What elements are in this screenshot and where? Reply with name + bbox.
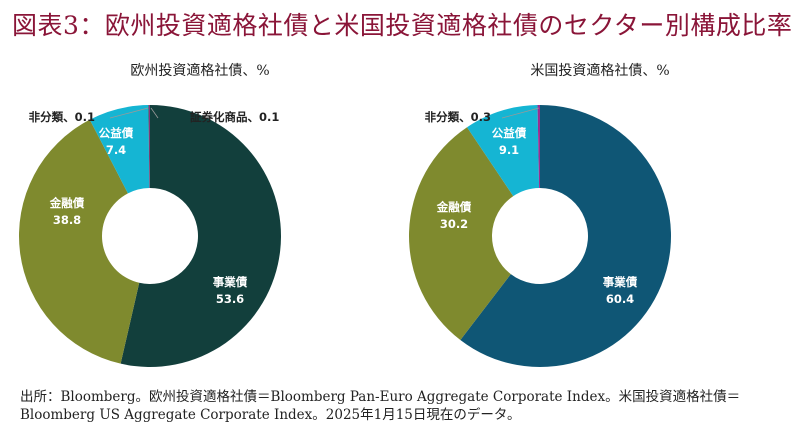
chart-us: 米国投資適格社債、% 事業債 60.4 金融債 30.2 公益債 9.1 非分類、0.3 [400, 60, 800, 390]
label-name-金融債: 金融債 [436, 200, 472, 214]
slice-証券化商品 [149, 105, 150, 189]
leader-line [109, 107, 149, 119]
label-value-事業債: 60.4 [606, 292, 634, 306]
leader-line [501, 107, 540, 119]
chart-europe: 欧州投資適格社債、% 事業債 53.6 金融債 38.8 公益債 7.4 非分類、0.1 証券… [0, 60, 400, 390]
label-value-公益債: 7.4 [106, 143, 126, 157]
label-name-事業債: 事業債 [213, 275, 248, 289]
donut-chart-europe: 事業債 53.6 金融債 38.8 公益債 7.4 非分類、0.1 証券化商品、0.1 [18, 105, 281, 367]
page-title: 図表3：欧州投資適格社債と米国投資適格社債のセクター別構成比率 [12, 11, 793, 40]
slice-公益債 [89, 105, 150, 194]
leader-line [150, 107, 159, 119]
label-value-公益債: 9.1 [499, 143, 519, 157]
slice-金融債 [18, 119, 140, 364]
label-非分類: 非分類、0.1 [29, 110, 95, 124]
label-name-金融債: 金融債 [49, 196, 85, 210]
label-非分類: 非分類、0.3 [425, 110, 491, 124]
label-name-事業債: 事業債 [603, 275, 638, 289]
slice-事業債 [120, 105, 281, 367]
slice-非分類 [537, 105, 540, 189]
slice-公益債 [467, 105, 540, 197]
label-name-公益債: 公益債 [492, 126, 527, 140]
slice-事業債 [460, 105, 671, 367]
chart-title-europe: 欧州投資適格社債、% [130, 63, 270, 79]
label-value-金融債: 30.2 [440, 217, 468, 231]
source-note: 出所：Bloomberg。欧州投資適格社債＝Bloomberg Pan-Euro… [20, 389, 741, 423]
label-value-金融債: 38.8 [53, 213, 81, 227]
label-証券化商品: 証券化商品、0.1 [190, 110, 279, 124]
label-name-公益債: 公益債 [99, 126, 134, 140]
label-value-事業債: 53.6 [216, 292, 244, 306]
slice-金融債 [408, 127, 514, 341]
donut-chart-us: 事業債 60.4 金融債 30.2 公益債 9.1 非分類、0.3 [408, 105, 671, 367]
chart-title-us: 米国投資適格社債、% [530, 63, 670, 79]
